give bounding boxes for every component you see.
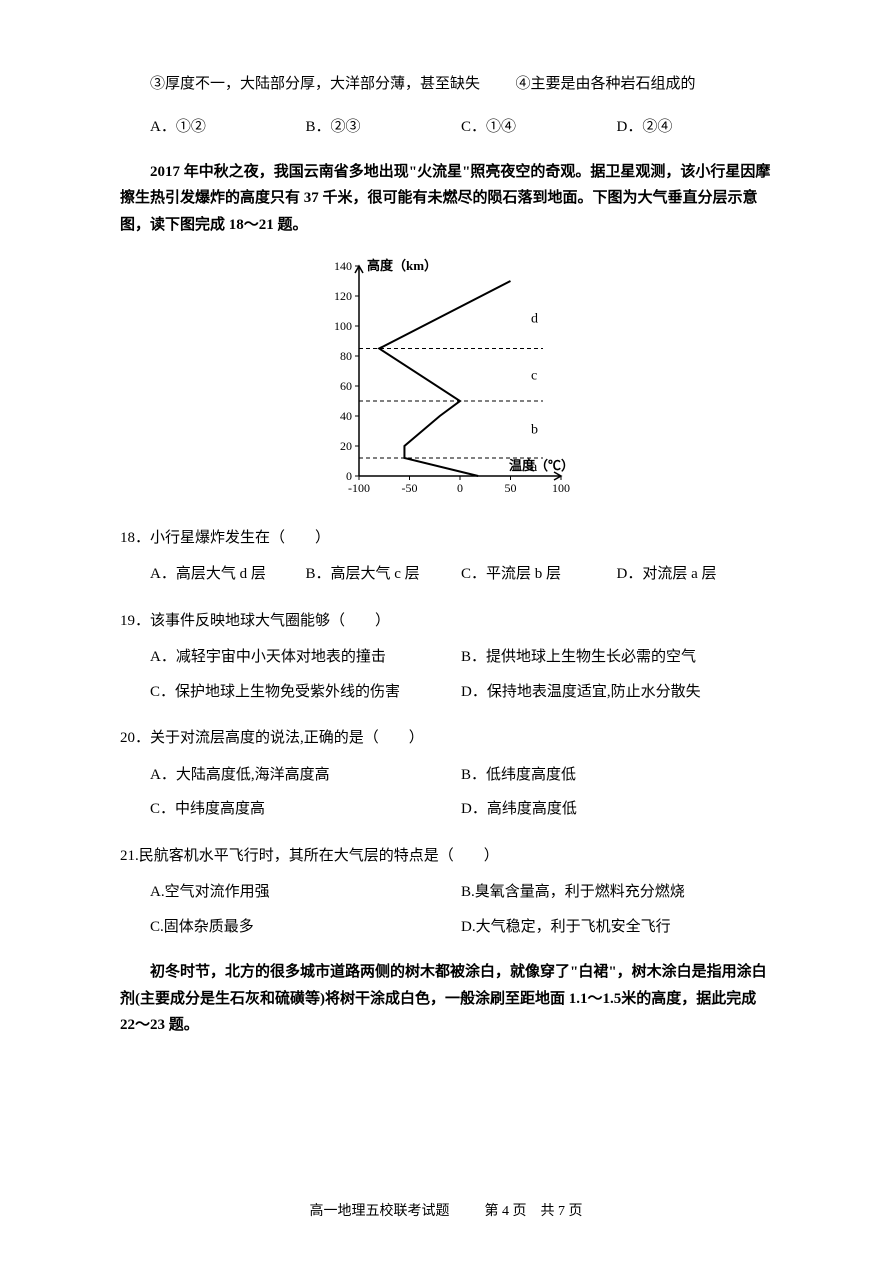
- statement-4: ④主要是由各种岩石组成的: [516, 76, 696, 92]
- svg-text:0: 0: [457, 481, 463, 495]
- q19: 19．该事件反映地球大气圈能够（ ） A．减轻宇宙中小天体对地表的撞击 B．提供…: [120, 607, 772, 713]
- q19-opt-c: C．保护地球上生物免受紫外线的伤害: [150, 678, 461, 707]
- svg-text:20: 20: [340, 439, 352, 453]
- q21: 21.民航客机水平飞行时，其所在大气层的特点是（ ） A.空气对流作用强 B.臭…: [120, 842, 772, 948]
- q20-opt-c: C．中纬度高度高: [150, 795, 461, 824]
- svg-text:-100: -100: [348, 481, 370, 495]
- q17-opt-b: B．②③: [306, 113, 462, 142]
- chart-svg: 204060801001201400-100-50050100高度（km）温度（…: [311, 254, 581, 504]
- q19-stem: 19．该事件反映地球大气圈能够（ ）: [120, 607, 772, 636]
- q18-opt-d: D．对流层 a 层: [617, 560, 773, 589]
- svg-text:a: a: [531, 460, 538, 475]
- statement-3: ③厚度不一，大陆部分厚，大洋部分薄，甚至缺失: [150, 76, 480, 92]
- svg-text:c: c: [531, 368, 537, 383]
- q21-opt-a: A.空气对流作用强: [150, 878, 461, 907]
- atmosphere-chart: 204060801001201400-100-50050100高度（km）温度（…: [120, 254, 772, 504]
- q18: 18．小行星爆炸发生在（ ） A．高层大气 d 层 B．高层大气 c 层 C．平…: [120, 524, 772, 595]
- statements-line: ③厚度不一，大陆部分厚，大洋部分薄，甚至缺失 ④主要是由各种岩石组成的: [120, 70, 772, 99]
- q21-opt-d: D.大气稳定，利于飞机安全飞行: [461, 913, 772, 942]
- q17-options: A．①② B．②③ C．①④ D．②④: [120, 113, 772, 142]
- q18-opt-b: B．高层大气 c 层: [306, 560, 462, 589]
- svg-text:-50: -50: [402, 481, 418, 495]
- footer-left: 高一地理五校联考试题: [310, 1204, 450, 1219]
- q21-opt-c: C.固体杂质最多: [150, 913, 461, 942]
- q20-opt-d: D．高纬度高度低: [461, 795, 772, 824]
- svg-text:b: b: [531, 422, 538, 437]
- q18-stem: 18．小行星爆炸发生在（ ）: [120, 524, 772, 553]
- q20-stem: 20．关于对流层高度的说法,正确的是（ ）: [120, 724, 772, 753]
- svg-text:高度（km）: 高度（km）: [367, 258, 437, 273]
- q19-opt-d: D．保持地表温度适宜,防止水分散失: [461, 678, 772, 707]
- svg-text:d: d: [531, 311, 538, 326]
- context-2: 初冬时节，北方的很多城市道路两侧的树木都被涂白，就像穿了"白裙"，树木涂白是指用…: [120, 959, 772, 1038]
- page-footer: 高一地理五校联考试题 第 4 页 共 7 页: [0, 1199, 892, 1226]
- svg-text:50: 50: [505, 481, 517, 495]
- q18-opt-c: C．平流层 b 层: [461, 560, 617, 589]
- q18-opt-a: A．高层大气 d 层: [150, 560, 306, 589]
- svg-text:60: 60: [340, 379, 352, 393]
- q20: 20．关于对流层高度的说法,正确的是（ ） A．大陆高度低,海洋高度高 B．低纬…: [120, 724, 772, 830]
- context-1: 2017 年中秋之夜，我国云南省多地出现"火流星"照亮夜空的奇观。据卫星观测，该…: [120, 159, 772, 238]
- footer-right: 第 4 页 共 7 页: [485, 1204, 583, 1219]
- svg-text:40: 40: [340, 409, 352, 423]
- q17-opt-c: C．①④: [461, 113, 617, 142]
- q21-stem: 21.民航客机水平飞行时，其所在大气层的特点是（ ）: [120, 842, 772, 871]
- svg-text:100: 100: [334, 319, 352, 333]
- q17-opt-d: D．②④: [617, 113, 773, 142]
- q19-opt-a: A．减轻宇宙中小天体对地表的撞击: [150, 643, 461, 672]
- q19-opt-b: B．提供地球上生物生长必需的空气: [461, 643, 772, 672]
- q20-opt-a: A．大陆高度低,海洋高度高: [150, 761, 461, 790]
- q17-opt-a: A．①②: [150, 113, 306, 142]
- svg-text:140: 140: [334, 259, 352, 273]
- svg-text:80: 80: [340, 349, 352, 363]
- q21-opt-b: B.臭氧含量高，利于燃料充分燃烧: [461, 878, 772, 907]
- svg-text:120: 120: [334, 289, 352, 303]
- svg-text:温度（℃）: 温度（℃）: [509, 458, 574, 473]
- svg-text:100: 100: [552, 481, 570, 495]
- q20-opt-b: B．低纬度高度低: [461, 761, 772, 790]
